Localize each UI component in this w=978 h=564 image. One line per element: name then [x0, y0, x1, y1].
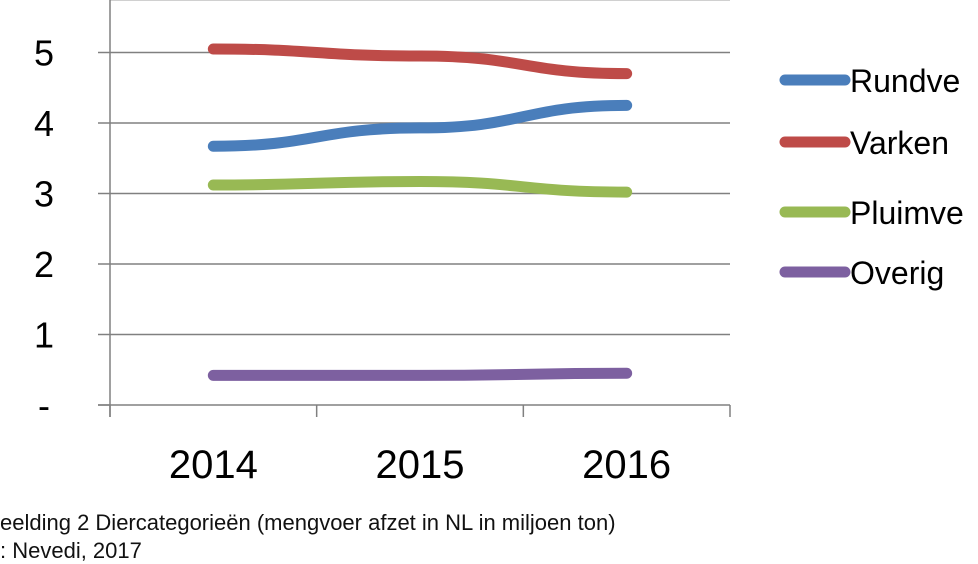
- legend-label-rundve: Rundve: [850, 63, 960, 99]
- y-tick-label: 5: [34, 33, 54, 74]
- series-line-varken: [207, 43, 633, 80]
- x-category-label: 2015: [376, 443, 465, 487]
- figure-caption: eelding 2 Diercategorieën (mengvoer afze…: [0, 510, 616, 535]
- line-chart: - 1 2 3 4 5 2014 2015 2016 Rundve Varken Pluimve O…: [34, 0, 964, 487]
- gridlines: [110, 0, 730, 336]
- series-lines: [207, 43, 633, 381]
- legend-label-pluimve: Pluimve: [850, 195, 964, 231]
- series-line-pluimve: [207, 176, 633, 198]
- y-tick-label: 1: [34, 315, 54, 356]
- y-tick-label: 3: [34, 174, 54, 215]
- y-tick-label: 2: [34, 244, 54, 285]
- y-tick-labels: - 1 2 3 4 5: [34, 33, 54, 427]
- x-category-label: 2014: [169, 443, 258, 487]
- y-tick-label: 4: [34, 103, 54, 144]
- legend: Rundve Varken Pluimve Overig: [779, 63, 964, 291]
- x-category-label: 2016: [582, 443, 671, 487]
- axes: [98, 0, 731, 417]
- figure-source: : Nevedi, 2017: [0, 538, 142, 563]
- legend-label-overig: Overig: [850, 255, 944, 291]
- series-line-rundve: [207, 99, 633, 152]
- x-category-labels: 2014 2015 2016: [169, 443, 671, 487]
- legend-label-varken: Varken: [850, 125, 949, 161]
- series-line-overig: [207, 367, 633, 381]
- y-tick-label: -: [38, 385, 50, 426]
